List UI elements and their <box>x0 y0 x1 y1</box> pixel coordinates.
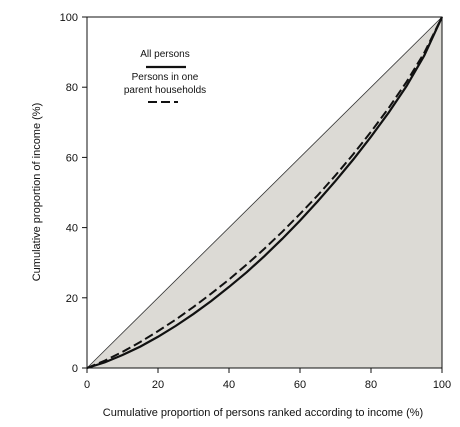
x-tick-label: 100 <box>433 379 451 391</box>
y-tick-label: 80 <box>66 82 78 94</box>
series-line-all-persons <box>86 16 443 370</box>
legend: All persons Persons in one parent househ… <box>124 49 206 103</box>
x-tick-label: 80 <box>365 379 377 391</box>
plot-frame <box>86 16 443 369</box>
y-tick-label: 20 <box>66 293 78 305</box>
line-of-equality <box>86 16 443 369</box>
legend-label-one-parent-line2: parent households <box>124 85 206 96</box>
x-tick-label: 0 <box>84 379 90 391</box>
plot-area <box>86 16 443 370</box>
legend-label-all-persons: All persons <box>140 49 189 60</box>
y-tick-label: 40 <box>66 223 78 235</box>
x-tick-label: 60 <box>294 379 306 391</box>
x-axis-ticks: 0 20 40 60 80 100 <box>84 368 451 391</box>
y-tick-label: 100 <box>60 12 78 24</box>
x-tick-label: 20 <box>152 379 164 391</box>
x-tick-label: 40 <box>223 379 235 391</box>
x-axis-title: Cumulative proportion of persons ranked … <box>103 407 423 419</box>
y-axis-title: Cumulative proportion of income (%) <box>31 103 43 282</box>
y-tick-label: 60 <box>66 152 78 164</box>
y-axis-ticks: 0 20 40 60 80 100 <box>60 12 87 375</box>
series-line-one-parent-households <box>86 16 443 369</box>
legend-label-one-parent-line1: Persons in one <box>132 72 199 83</box>
y-tick-label: 0 <box>72 363 78 375</box>
